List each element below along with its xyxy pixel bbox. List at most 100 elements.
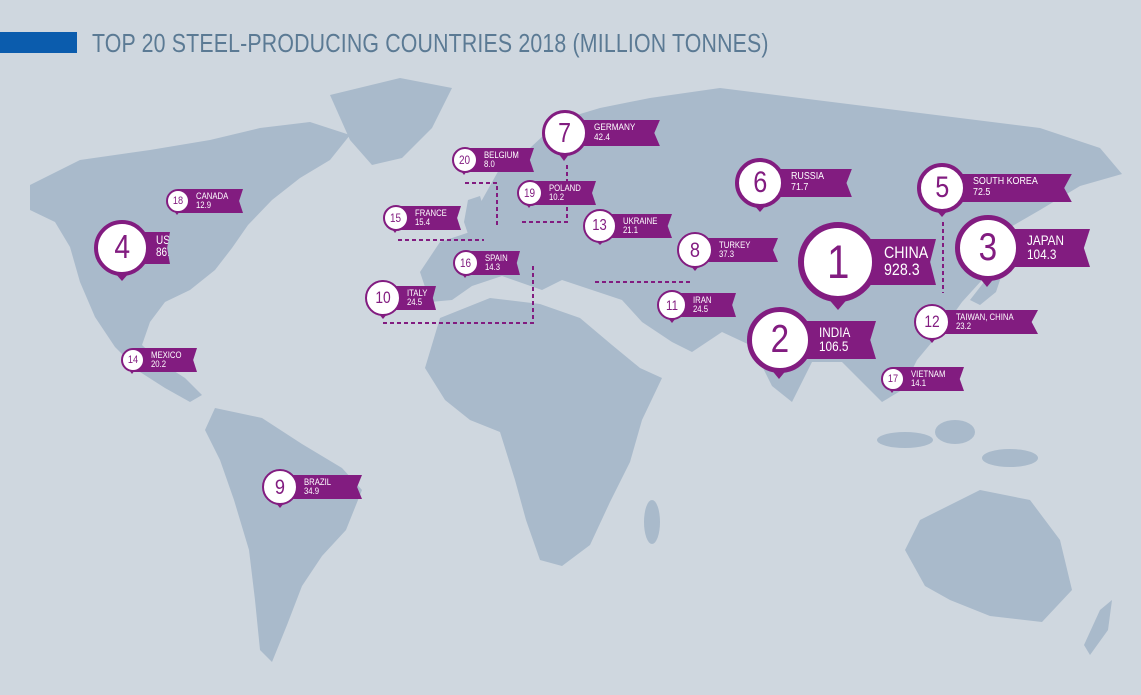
country-name: JAPAN	[1027, 233, 1064, 249]
rank-number: 17	[887, 373, 899, 385]
production-value: 106.5	[819, 338, 849, 354]
country-name: CANADA	[196, 190, 229, 201]
rank-number: 7	[558, 117, 572, 148]
rank-badge: 3	[955, 215, 1021, 281]
rank-badge: 6	[735, 158, 785, 208]
rank-number: 3	[978, 226, 998, 269]
rank-badge: 12	[914, 304, 950, 340]
rank-badge: 13	[583, 209, 617, 243]
rank-badge: 15	[383, 205, 409, 231]
production-value: 24.5	[693, 304, 709, 314]
rank-badge: 11	[657, 290, 687, 320]
country-name: IRAN	[693, 294, 712, 305]
rank-badge: 8	[677, 232, 713, 268]
rank-badge: 18	[166, 189, 190, 213]
page-title: TOP 20 STEEL-PRODUCING COUNTRIES 2018 (M…	[92, 28, 769, 58]
rank-number: 19	[524, 186, 536, 200]
north-america	[30, 122, 350, 402]
pin-pointer-icon	[113, 271, 130, 281]
country-name: MEXICO	[151, 349, 182, 360]
country-name: POLAND	[549, 182, 581, 193]
pin-pointer-icon	[129, 370, 136, 375]
rank-number: 8	[689, 237, 701, 262]
madagascar	[644, 500, 660, 544]
rank-number: 9	[274, 474, 286, 499]
rank-badge: 5	[917, 163, 967, 213]
greenland	[330, 78, 452, 165]
country-name: INDIA	[819, 325, 851, 341]
production-value: 21.1	[623, 225, 639, 235]
production-value: 34.9	[304, 486, 320, 496]
country-name: SOUTH KOREA	[973, 176, 1038, 188]
production-value: 15.4	[415, 217, 431, 227]
country-name: BRAZIL	[304, 476, 332, 487]
rank-number: 4	[114, 229, 130, 266]
rank-badge: 14	[121, 348, 145, 372]
production-value: 14.1	[911, 378, 927, 388]
production-value: 928.3	[884, 260, 920, 279]
rank-badge: 19	[517, 180, 543, 206]
rank-badge: 10	[365, 280, 401, 316]
rank-badge: 16	[453, 250, 479, 276]
country-name: TAIWAN, CHINA	[956, 311, 1014, 322]
pin-pointer-icon	[274, 502, 285, 509]
production-value: 12.9	[196, 200, 212, 210]
uk	[464, 196, 486, 240]
rank-badge: 7	[542, 110, 588, 156]
indonesia-1	[877, 432, 933, 448]
pin-pointer-icon	[667, 317, 676, 323]
rank-number: 15	[390, 211, 402, 225]
rank-badge: 9	[262, 469, 298, 505]
pin-pointer-icon	[558, 152, 571, 161]
rank-badge: 4	[94, 220, 150, 276]
production-value: 8.0	[484, 159, 495, 169]
rank-number: 11	[666, 297, 678, 313]
south-america	[205, 408, 362, 662]
title-accent-bar	[0, 32, 77, 53]
rank-badge: 17	[881, 367, 905, 391]
pin-pointer-icon	[462, 274, 469, 279]
production-value: 86.6	[156, 246, 176, 259]
country-name: RUSSIA	[791, 171, 825, 183]
pin-pointer-icon	[174, 211, 181, 216]
pin-pointer-icon	[752, 204, 767, 213]
italy-leader	[383, 266, 534, 324]
pin-pointer-icon	[770, 368, 789, 380]
country-name: GERMANY	[594, 122, 636, 134]
production-value: 104.3	[1027, 246, 1057, 262]
pin-pointer-icon	[689, 265, 700, 272]
country-name: BELGIUM	[484, 149, 519, 160]
production-value: 20.2	[151, 359, 167, 369]
rank-number: 5	[934, 171, 950, 204]
rank-badge: 20	[452, 147, 478, 173]
rank-number: 2	[770, 318, 790, 361]
production-value: 14.3	[485, 262, 501, 272]
pin-pointer-icon	[926, 337, 937, 344]
production-value: 42.4	[594, 131, 610, 143]
country-name: ITALY	[407, 287, 428, 298]
country-label: CANADA 12.9	[178, 189, 243, 213]
country-name: UKRAINE	[623, 215, 658, 226]
belgium-leader	[465, 182, 498, 228]
rank-number: 6	[752, 166, 768, 199]
australia	[905, 490, 1072, 622]
africa	[425, 298, 662, 566]
rank-number: 13	[592, 217, 608, 234]
country-name: VIETNAM	[911, 368, 946, 379]
pin-pointer-icon	[978, 276, 997, 288]
production-value: 37.3	[719, 249, 735, 259]
rank-number: 14	[127, 354, 139, 366]
pin-pointer-icon	[889, 389, 896, 394]
rank-number: 18	[172, 195, 184, 207]
country-name: USA	[156, 235, 177, 248]
production-value: 10.2	[549, 192, 565, 202]
germany-leader	[520, 165, 568, 223]
leader-lines	[383, 165, 944, 324]
production-value: 72.5	[973, 187, 991, 198]
production-value: 23.2	[956, 321, 972, 331]
rank-number: 20	[459, 153, 471, 167]
new-guinea	[982, 449, 1038, 467]
pin-pointer-icon	[392, 229, 399, 234]
rank-number: 1	[826, 235, 850, 289]
country-name: TURKEY	[719, 239, 751, 250]
